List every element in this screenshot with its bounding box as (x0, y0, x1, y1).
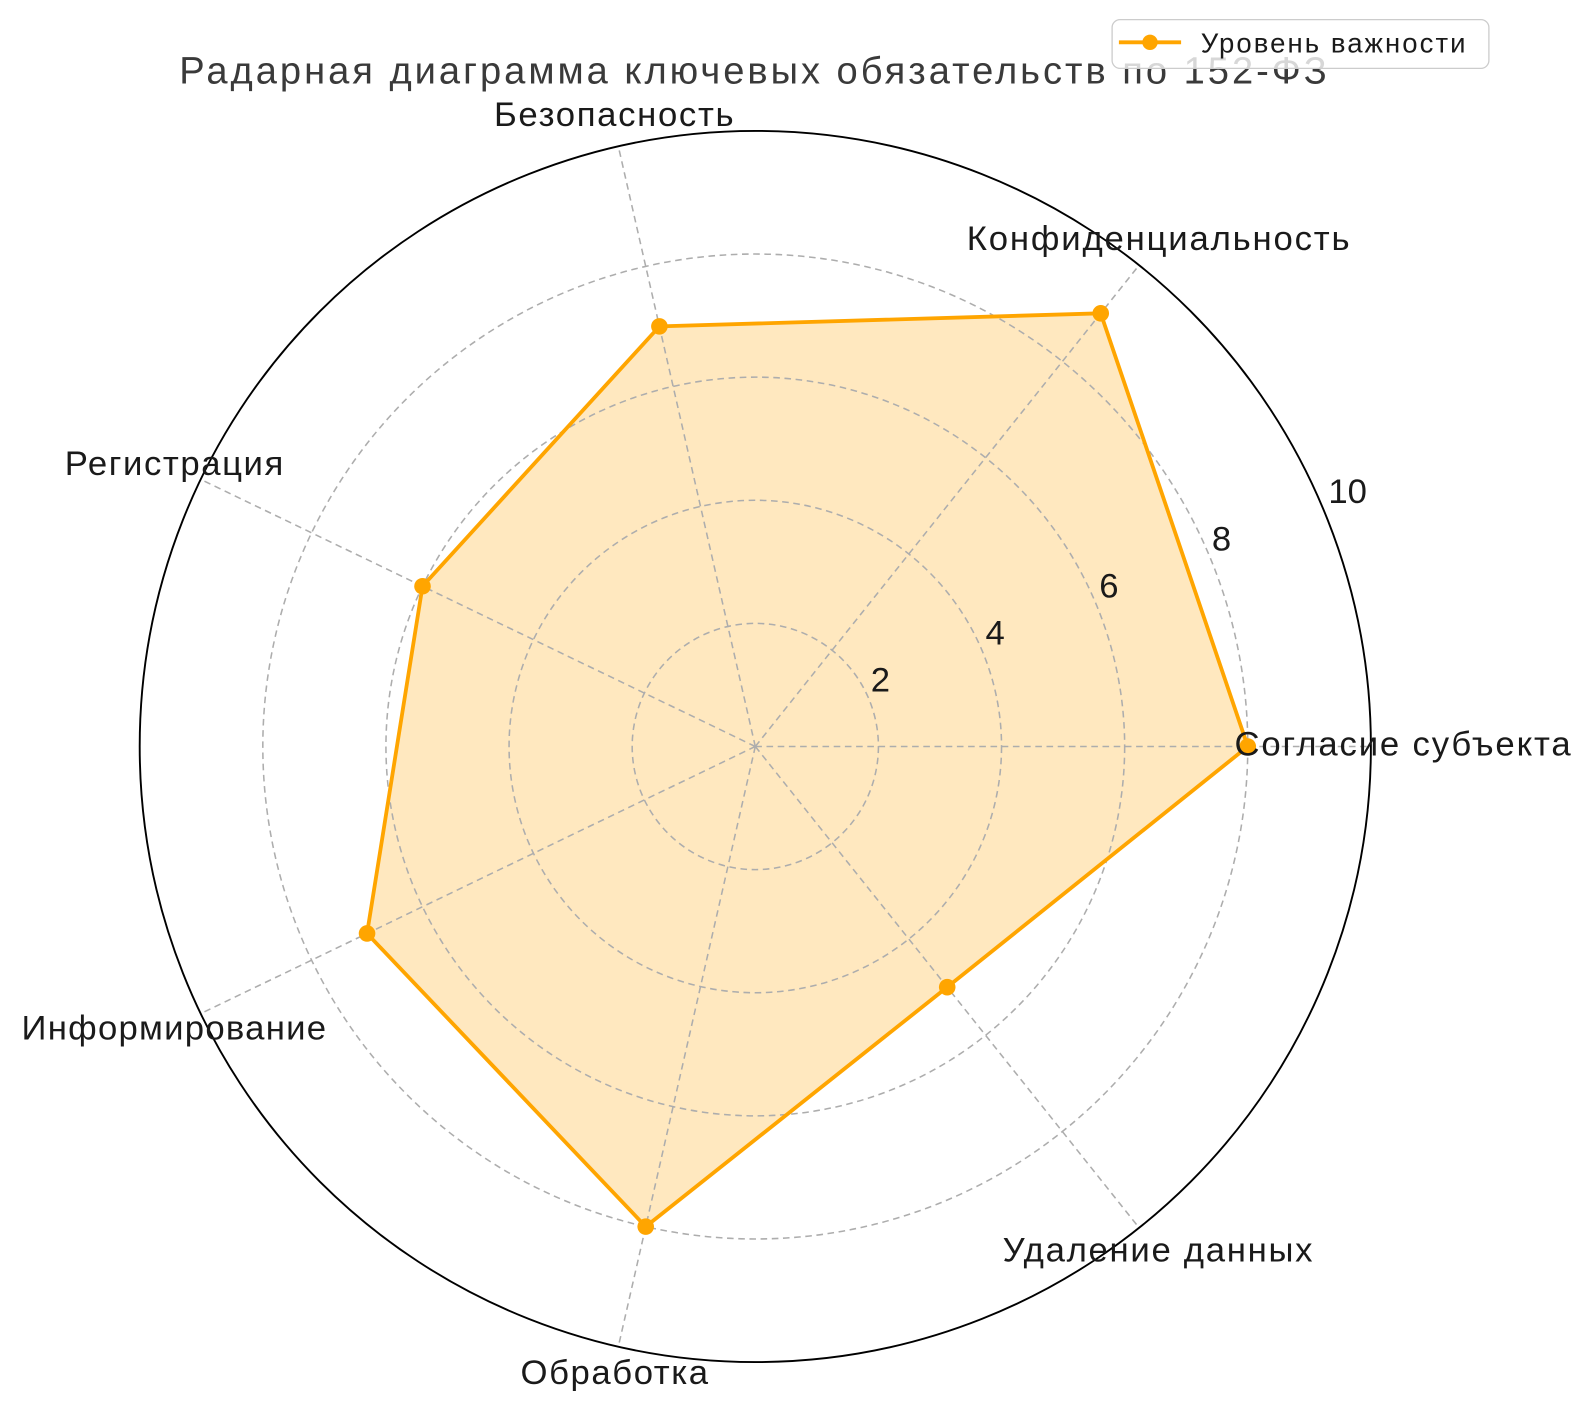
svg-text:Информирование: Информирование (22, 1009, 328, 1047)
svg-text:2: 2 (871, 662, 890, 700)
svg-text:10: 10 (1328, 473, 1367, 511)
svg-text:8: 8 (1212, 520, 1231, 558)
svg-text:Обработка: Обработка (521, 1354, 710, 1392)
svg-text:Согласие субъекта: Согласие субъекта (1235, 725, 1573, 763)
svg-text:Уровень важности: Уровень важности (1201, 27, 1468, 58)
svg-text:Конфиденциальность: Конфиденциальность (967, 220, 1352, 258)
svg-text:Регистрация: Регистрация (65, 445, 285, 483)
svg-text:4: 4 (986, 615, 1005, 653)
svg-text:Удаление данных: Удаление данных (1003, 1232, 1314, 1270)
svg-text:6: 6 (1099, 567, 1118, 605)
svg-text:Безопасность: Безопасность (494, 96, 735, 134)
